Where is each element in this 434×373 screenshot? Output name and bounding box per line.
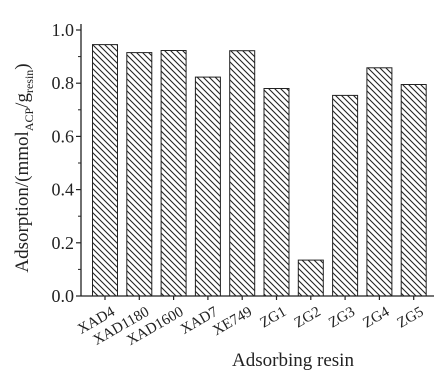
- bar-zg4: [366, 67, 393, 297]
- bar-xad4: [92, 44, 118, 297]
- y-tick-label: 0.2: [52, 233, 75, 253]
- axes: [76, 24, 434, 300]
- bar-xad7: [194, 76, 221, 297]
- bar-xad1600: [160, 50, 187, 297]
- bar-xe749: [229, 50, 256, 297]
- bar-zg3: [332, 94, 359, 297]
- y-tick-label: 0.4: [52, 180, 75, 200]
- x-tick-label-zg5: ZG5: [395, 304, 427, 332]
- y-tick-label: 0.6: [52, 126, 75, 146]
- bar-xad1180: [126, 52, 153, 297]
- x-tick-label-zg3: ZG3: [326, 304, 358, 332]
- bar-group: [92, 44, 427, 297]
- y-tick-label: 1.0: [52, 20, 75, 40]
- x-tick-label-zg2: ZG2: [292, 304, 324, 332]
- y-axis-title: Adsorption/(mmolACP/gresin): [12, 63, 36, 272]
- y-tick-label: 0.0: [52, 286, 75, 306]
- y-tick-label: 0.8: [52, 73, 75, 93]
- x-tick-label-zg4: ZG4: [360, 304, 392, 332]
- bar-zg1: [263, 88, 290, 297]
- bar-zg2: [297, 259, 324, 297]
- x-tick-label-zg1: ZG1: [257, 304, 289, 332]
- bar-zg5: [400, 84, 427, 297]
- x-tick-label-xe749: XE749: [210, 304, 255, 339]
- x-axis-title: Adsorbing resin: [232, 350, 354, 371]
